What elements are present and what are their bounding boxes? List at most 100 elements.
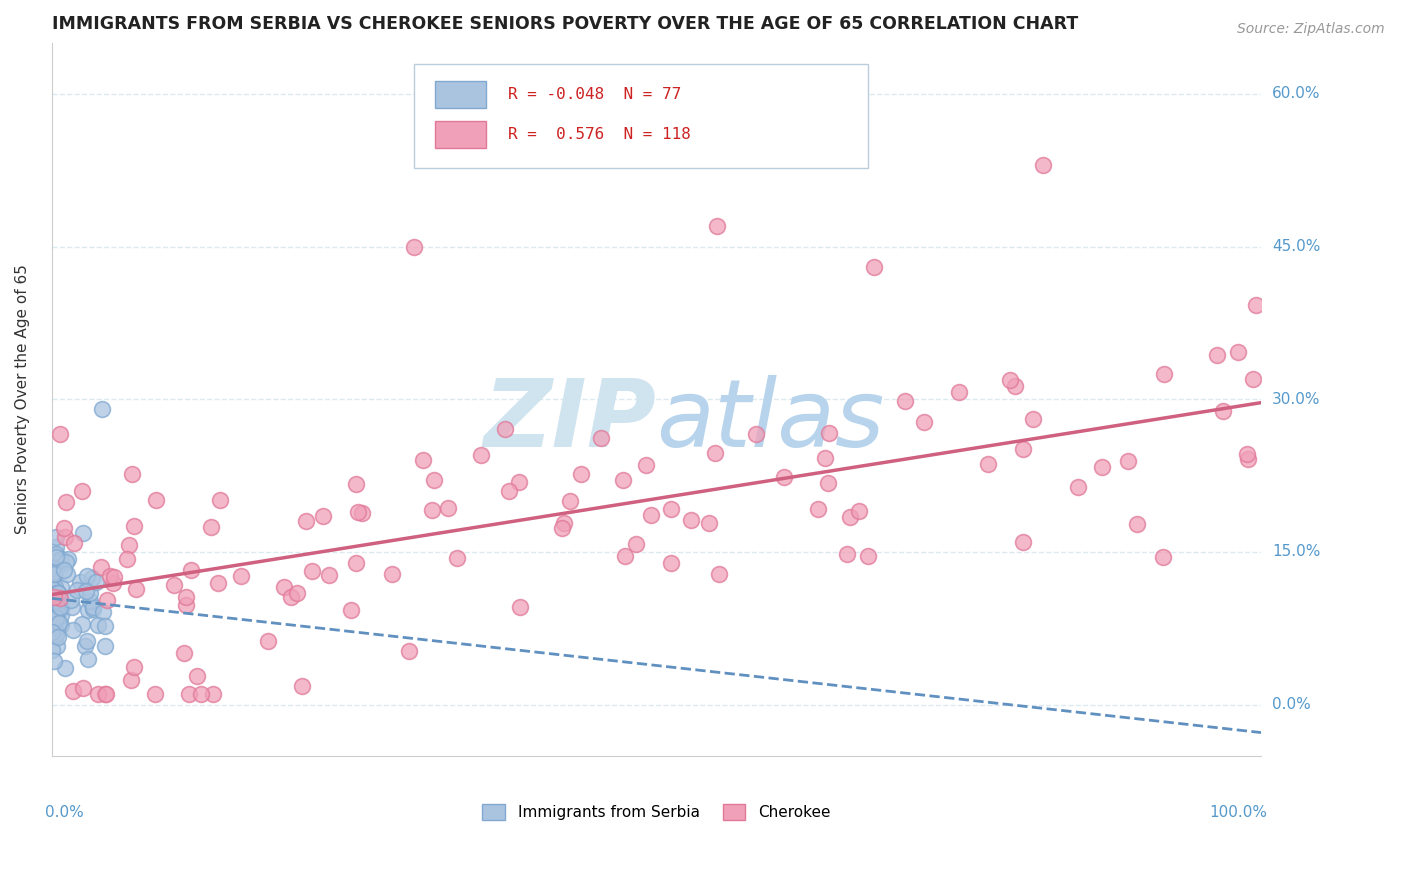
Text: Source: ZipAtlas.com: Source: ZipAtlas.com xyxy=(1237,22,1385,37)
Point xyxy=(53,521,76,535)
Point xyxy=(202,688,225,702)
Point xyxy=(679,513,702,527)
Point xyxy=(817,475,839,490)
Point xyxy=(42,621,65,635)
Point xyxy=(75,584,97,599)
Point xyxy=(1067,479,1090,493)
FancyBboxPatch shape xyxy=(415,64,868,168)
Text: 15.0%: 15.0% xyxy=(1272,544,1320,559)
Y-axis label: Seniors Poverty Over the Age of 65: Seniors Poverty Over the Age of 65 xyxy=(15,264,30,534)
Point xyxy=(49,601,72,615)
Point xyxy=(420,503,443,517)
Point xyxy=(49,580,72,594)
Point xyxy=(46,560,69,574)
FancyBboxPatch shape xyxy=(434,120,485,148)
Text: R =  0.576  N = 118: R = 0.576 N = 118 xyxy=(508,127,690,142)
Point xyxy=(45,548,67,562)
Text: atlas: atlas xyxy=(657,376,884,467)
Point xyxy=(508,475,530,489)
Point xyxy=(56,552,79,566)
Point xyxy=(1125,517,1147,532)
Point xyxy=(640,508,662,523)
Point xyxy=(839,510,862,524)
Point xyxy=(76,569,98,583)
Point xyxy=(72,616,94,631)
Point xyxy=(773,470,796,484)
Point xyxy=(1116,454,1139,468)
Point xyxy=(1246,298,1268,312)
Point xyxy=(49,603,72,617)
Point xyxy=(190,688,212,702)
Point xyxy=(53,563,76,577)
Point xyxy=(94,688,117,702)
Point xyxy=(1241,372,1264,386)
Point xyxy=(404,239,426,253)
Point xyxy=(1011,534,1033,549)
Point xyxy=(84,575,107,590)
Point xyxy=(143,688,166,702)
Point xyxy=(848,503,870,517)
Point xyxy=(82,571,104,585)
Point xyxy=(1011,442,1033,457)
Point xyxy=(42,629,65,643)
Point xyxy=(44,540,66,554)
Point xyxy=(591,431,613,445)
Point xyxy=(977,457,1000,471)
Point xyxy=(1091,460,1114,475)
Point xyxy=(49,599,72,614)
Text: ZIP: ZIP xyxy=(484,375,657,467)
Text: 0.0%: 0.0% xyxy=(1272,698,1310,712)
Point xyxy=(77,652,100,666)
Point xyxy=(49,607,72,622)
Point xyxy=(614,549,637,564)
Point xyxy=(41,620,63,634)
Point xyxy=(42,590,65,604)
Point xyxy=(44,567,66,582)
Point xyxy=(347,505,370,519)
Point xyxy=(818,425,841,440)
Point xyxy=(807,502,830,516)
Point xyxy=(280,590,302,604)
Point xyxy=(835,547,858,561)
Point xyxy=(498,484,520,499)
Point xyxy=(46,640,69,654)
Point xyxy=(90,402,112,417)
Point xyxy=(177,688,200,702)
Point xyxy=(42,603,65,617)
Point xyxy=(120,673,142,687)
Point xyxy=(894,393,917,408)
Point xyxy=(48,586,70,600)
Point xyxy=(103,570,125,584)
Point xyxy=(612,473,634,487)
Point xyxy=(86,688,108,702)
Point xyxy=(93,639,115,653)
Point xyxy=(1153,367,1175,381)
Point xyxy=(76,634,98,648)
Text: 60.0%: 60.0% xyxy=(1272,87,1320,102)
Point xyxy=(176,590,198,604)
Point xyxy=(634,458,657,473)
Point xyxy=(745,427,768,442)
Point xyxy=(436,500,458,515)
Point xyxy=(273,580,295,594)
Point xyxy=(100,569,122,583)
Legend: Immigrants from Serbia, Cherokee: Immigrants from Serbia, Cherokee xyxy=(477,798,837,826)
Point xyxy=(209,493,232,508)
Point xyxy=(200,519,222,533)
Point xyxy=(96,593,118,607)
Point xyxy=(814,451,837,466)
Point xyxy=(69,574,91,589)
Point xyxy=(301,564,323,578)
Point xyxy=(174,598,197,612)
Point xyxy=(48,591,70,605)
Point xyxy=(207,575,229,590)
Point xyxy=(398,644,420,658)
Point xyxy=(42,654,65,668)
Point xyxy=(91,605,114,619)
Point xyxy=(82,602,104,616)
Point xyxy=(48,630,70,644)
Text: 30.0%: 30.0% xyxy=(1272,392,1320,407)
Point xyxy=(51,551,73,566)
FancyBboxPatch shape xyxy=(434,81,485,109)
Point xyxy=(66,582,89,597)
